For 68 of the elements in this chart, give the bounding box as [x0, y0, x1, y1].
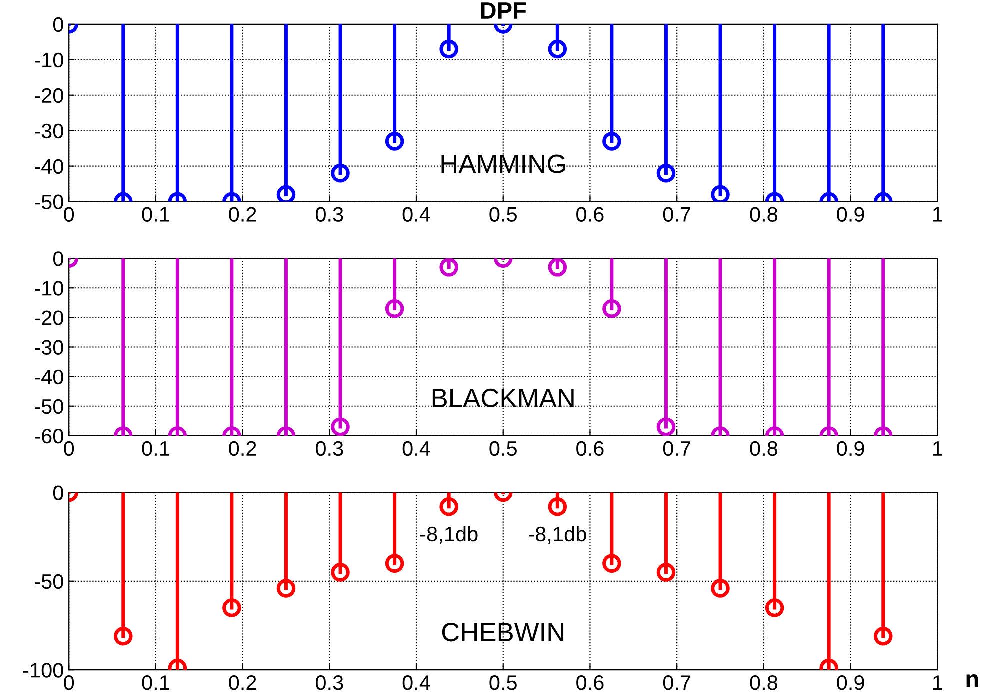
point [222, 598, 242, 618]
y-tick-label: -100 [23, 663, 64, 678]
x-tick-label: 0.5 [490, 207, 517, 222]
y-tick-label: -40 [35, 159, 64, 174]
y-tick-label: -40 [35, 370, 64, 385]
annotation: CHEBWIN [442, 623, 564, 642]
point [276, 579, 296, 598]
x-tick-label: 0.1 [142, 441, 170, 456]
x-tick-label: 0 [64, 441, 74, 456]
chart-title: DPF [481, 2, 526, 19]
point [548, 498, 568, 516]
y-tick-label: -20 [35, 88, 64, 104]
x-tick-label: 0 [64, 675, 74, 690]
x-tick-label: 0.5 [490, 675, 517, 690]
y-tick-label: -50 [35, 574, 64, 590]
x-tick-label: 1 [933, 207, 942, 222]
point [602, 554, 622, 574]
x-tick-label: 0.1 [142, 675, 170, 690]
point [385, 554, 404, 574]
y-tick-label: -10 [35, 52, 64, 68]
x-tick-label: 1 [933, 442, 942, 456]
x-tick-label: 0.9 [837, 441, 864, 456]
annotation: -8,1db [420, 526, 478, 544]
x-tick-label: 0.8 [750, 207, 778, 222]
x-tick-label: 0.7 [663, 675, 691, 690]
y-tick-label: -10 [35, 281, 64, 296]
x-tick-label: 0.4 [402, 441, 430, 456]
x-tick-label: 0.4 [402, 675, 430, 690]
x-tick-label: 0.2 [229, 675, 256, 690]
y-tick-label: -50 [35, 194, 64, 210]
y-tick-label: -30 [35, 124, 64, 139]
x-tick-label: 0.8 [750, 441, 778, 456]
y-tick-label: -20 [35, 310, 64, 326]
x-tick-label: 0.6 [576, 207, 604, 222]
point [874, 627, 893, 646]
x-tick-label: 0 [64, 207, 74, 222]
x-tick-label: 0.8 [750, 675, 778, 690]
y-tick-label: 0 [53, 486, 64, 500]
x-axis-title: n [966, 674, 978, 688]
annotation: -8,1db [529, 526, 586, 544]
annotation: HAMMING [442, 154, 566, 174]
x-tick-label: 0.5 [490, 441, 517, 456]
y-tick-label: -30 [35, 340, 64, 356]
x-tick-label: 0.6 [576, 675, 604, 690]
x-tick-label: 0.1 [142, 207, 170, 222]
x-tick-label: 0.6 [576, 441, 604, 456]
annotation: BLACKMAN [432, 388, 574, 408]
y-tick-label: -60 [35, 428, 64, 444]
x-tick-label: 0.3 [316, 207, 344, 222]
x-tick-label: 0.4 [402, 207, 430, 222]
y-tick-label: 0 [53, 17, 64, 32]
point [331, 563, 350, 582]
x-tick-label: 0.2 [229, 207, 256, 222]
y-tick-label: -50 [35, 399, 64, 414]
point [656, 563, 676, 582]
point [711, 579, 730, 598]
x-tick-label: 0.7 [663, 441, 691, 456]
point [440, 498, 458, 516]
x-tick-label: 0.3 [316, 675, 344, 690]
x-tick-label: 0.3 [316, 441, 344, 456]
x-tick-label: 0.7 [663, 207, 691, 222]
x-tick-label: 0.2 [229, 441, 256, 456]
x-tick-label: 0.9 [837, 675, 864, 690]
point [765, 598, 784, 618]
point [114, 627, 133, 646]
x-tick-label: 0.9 [837, 207, 864, 222]
y-tick-label: 0 [53, 252, 64, 266]
x-tick-label: 1 [933, 676, 942, 690]
